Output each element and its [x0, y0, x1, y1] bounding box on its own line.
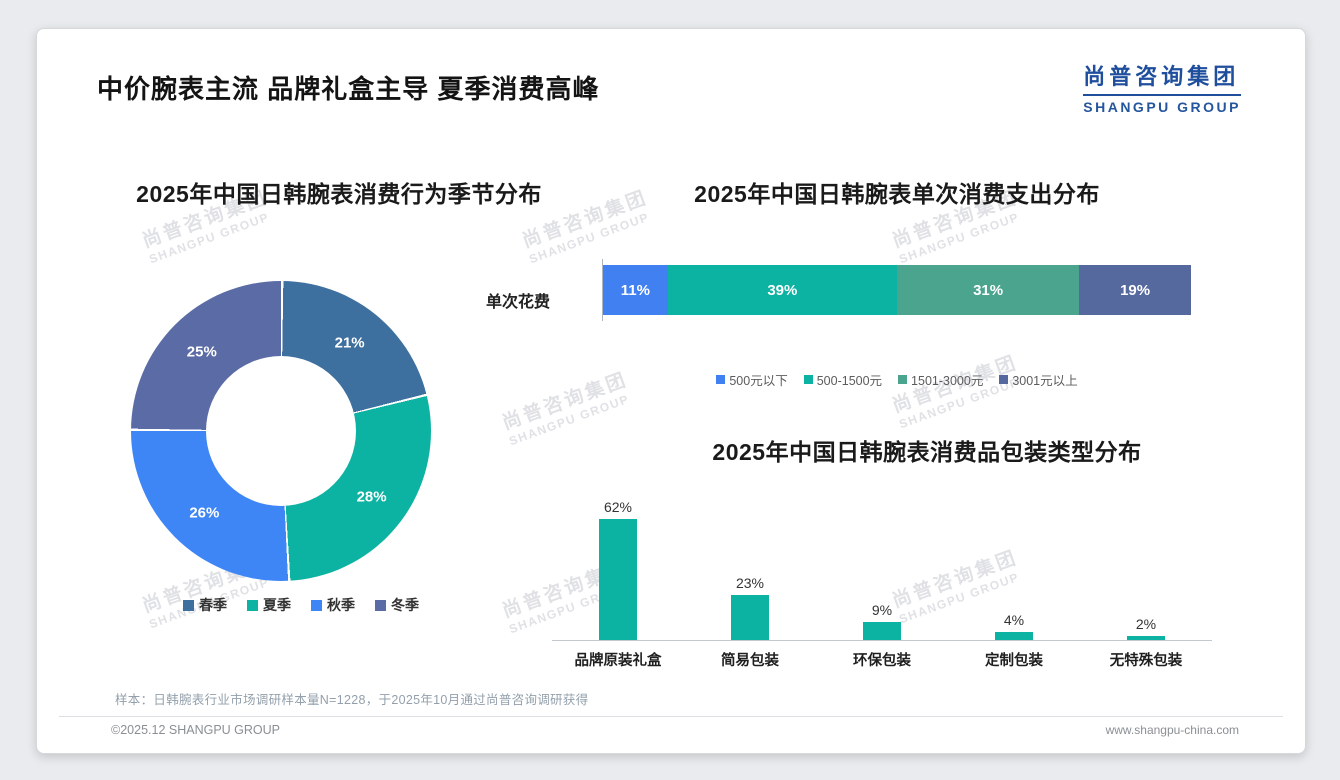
legend-label: 500元以下 — [729, 374, 788, 388]
stacked-segment: 19% — [1079, 265, 1191, 315]
legend-label: 秋季 — [327, 597, 355, 613]
column-chart-columns: 62% 23% 9% 4% 2% — [552, 483, 1212, 641]
footer-divider — [59, 716, 1283, 717]
column-category-label: 品牌原装礼盒 — [574, 653, 662, 669]
stacked-bar: 11% 39% 31% 19% — [603, 265, 1191, 315]
stacked-segment: 39% — [667, 265, 897, 315]
column: 9% — [816, 483, 948, 640]
donut-value-label: 21% — [334, 334, 365, 351]
column-category-label: 简易包装 — [721, 653, 779, 669]
report-card: 尚普咨询集团 SHANGPU GROUP 尚普咨询集团 SHANGPU GROUP 尚普… — [36, 28, 1306, 754]
column-value-label: 23% — [735, 575, 765, 591]
legend-item: 冬季 — [375, 595, 419, 615]
legend-item: 秋季 — [311, 595, 355, 615]
company-logo: 尚普咨询集团 SHANGPU GROUP — [1083, 59, 1241, 115]
legend-label: 500-1500元 — [816, 374, 883, 388]
legend-swatch — [999, 375, 1009, 384]
legend-item: 春季 — [183, 595, 227, 615]
legend-label: 夏季 — [263, 597, 291, 613]
column: 23% — [684, 483, 816, 640]
column-value-label: 9% — [871, 602, 893, 618]
stacked-chart-title: 2025年中国日韩腕表单次消费支出分布 — [694, 181, 1100, 207]
legend-item: 1501-3000元 — [898, 370, 983, 389]
column-value-label: 4% — [1003, 612, 1025, 628]
legend-item: 3001元以上 — [999, 370, 1078, 389]
donut-value-label: 26% — [189, 504, 220, 522]
legend-swatch — [716, 375, 726, 384]
legend-swatch — [375, 599, 386, 611]
stacked-axis-line — [602, 259, 603, 321]
column-chart-labels: 品牌原装礼盒 简易包装 环保包装 定制包装 无特殊包装 — [552, 649, 1212, 670]
footer-copyright: ©2025.12 SHANGPU GROUP — [111, 723, 280, 737]
logo-en-text: SHANGPU GROUP — [1083, 99, 1241, 115]
legend-item: 夏季 — [247, 595, 291, 615]
column-bar — [995, 632, 1033, 640]
legend-item: 500元以下 — [716, 370, 788, 389]
donut-value-label: 25% — [186, 343, 217, 361]
column-bar — [599, 519, 637, 640]
column: 4% — [948, 483, 1080, 640]
stacked-row-label: 单次花费 — [486, 294, 551, 311]
legend-label: 1501-3000元 — [911, 374, 984, 388]
column-category-label: 环保包装 — [853, 653, 911, 669]
legend-item: 500-1500元 — [803, 370, 883, 389]
donut-chart-title: 2025年中国日韩腕表消费行为季节分布 — [136, 181, 542, 207]
column-category-label: 无特殊包装 — [1109, 653, 1183, 669]
legend-label: 冬季 — [391, 597, 419, 613]
column-value-label: 62% — [603, 499, 633, 515]
legend-label: 春季 — [199, 597, 227, 613]
legend-swatch — [803, 375, 813, 384]
legend-swatch — [311, 599, 322, 611]
legend-swatch — [183, 599, 194, 611]
stacked-segment: 11% — [603, 265, 668, 315]
column-chart-title: 2025年中国日韩腕表消费品包装类型分布 — [712, 439, 1142, 465]
sample-note: 样本：日韩腕表行业市场调研样本量N=1228，于2025年10月通过尚普咨询调研… — [115, 693, 589, 707]
stacked-legend: 500元以下 500-1500元 1501-3000元 3001元以上 — [637, 370, 1157, 389]
donut-value-label: 28% — [356, 488, 387, 506]
column-bar — [1127, 636, 1165, 640]
column-bar — [863, 622, 901, 640]
donut-ring: 21% 28% 26% 25% — [131, 281, 431, 581]
logo-cn-text: 尚普咨询集团 — [1083, 59, 1241, 96]
column-value-label: 2% — [1135, 616, 1157, 632]
column-category-label: 定制包装 — [985, 653, 1043, 669]
legend-swatch — [247, 599, 258, 611]
stacked-segment: 31% — [896, 265, 1080, 315]
column: 2% — [1080, 483, 1212, 640]
footer-website: www.shangpu-china.com — [1105, 723, 1239, 737]
column-bar — [731, 595, 769, 640]
page-title: 中价腕表主流 品牌礼盒主导 夏季消费高峰 — [97, 74, 600, 104]
content-layer: 中价腕表主流 品牌礼盒主导 夏季消费高峰 尚普咨询集团 SHANGPU GROU… — [37, 29, 1305, 753]
donut-legend: 春季 夏季 秋季 冬季 — [81, 595, 521, 615]
legend-label: 3001元以上 — [1012, 374, 1078, 388]
column: 62% — [552, 483, 684, 640]
legend-swatch — [898, 375, 908, 384]
